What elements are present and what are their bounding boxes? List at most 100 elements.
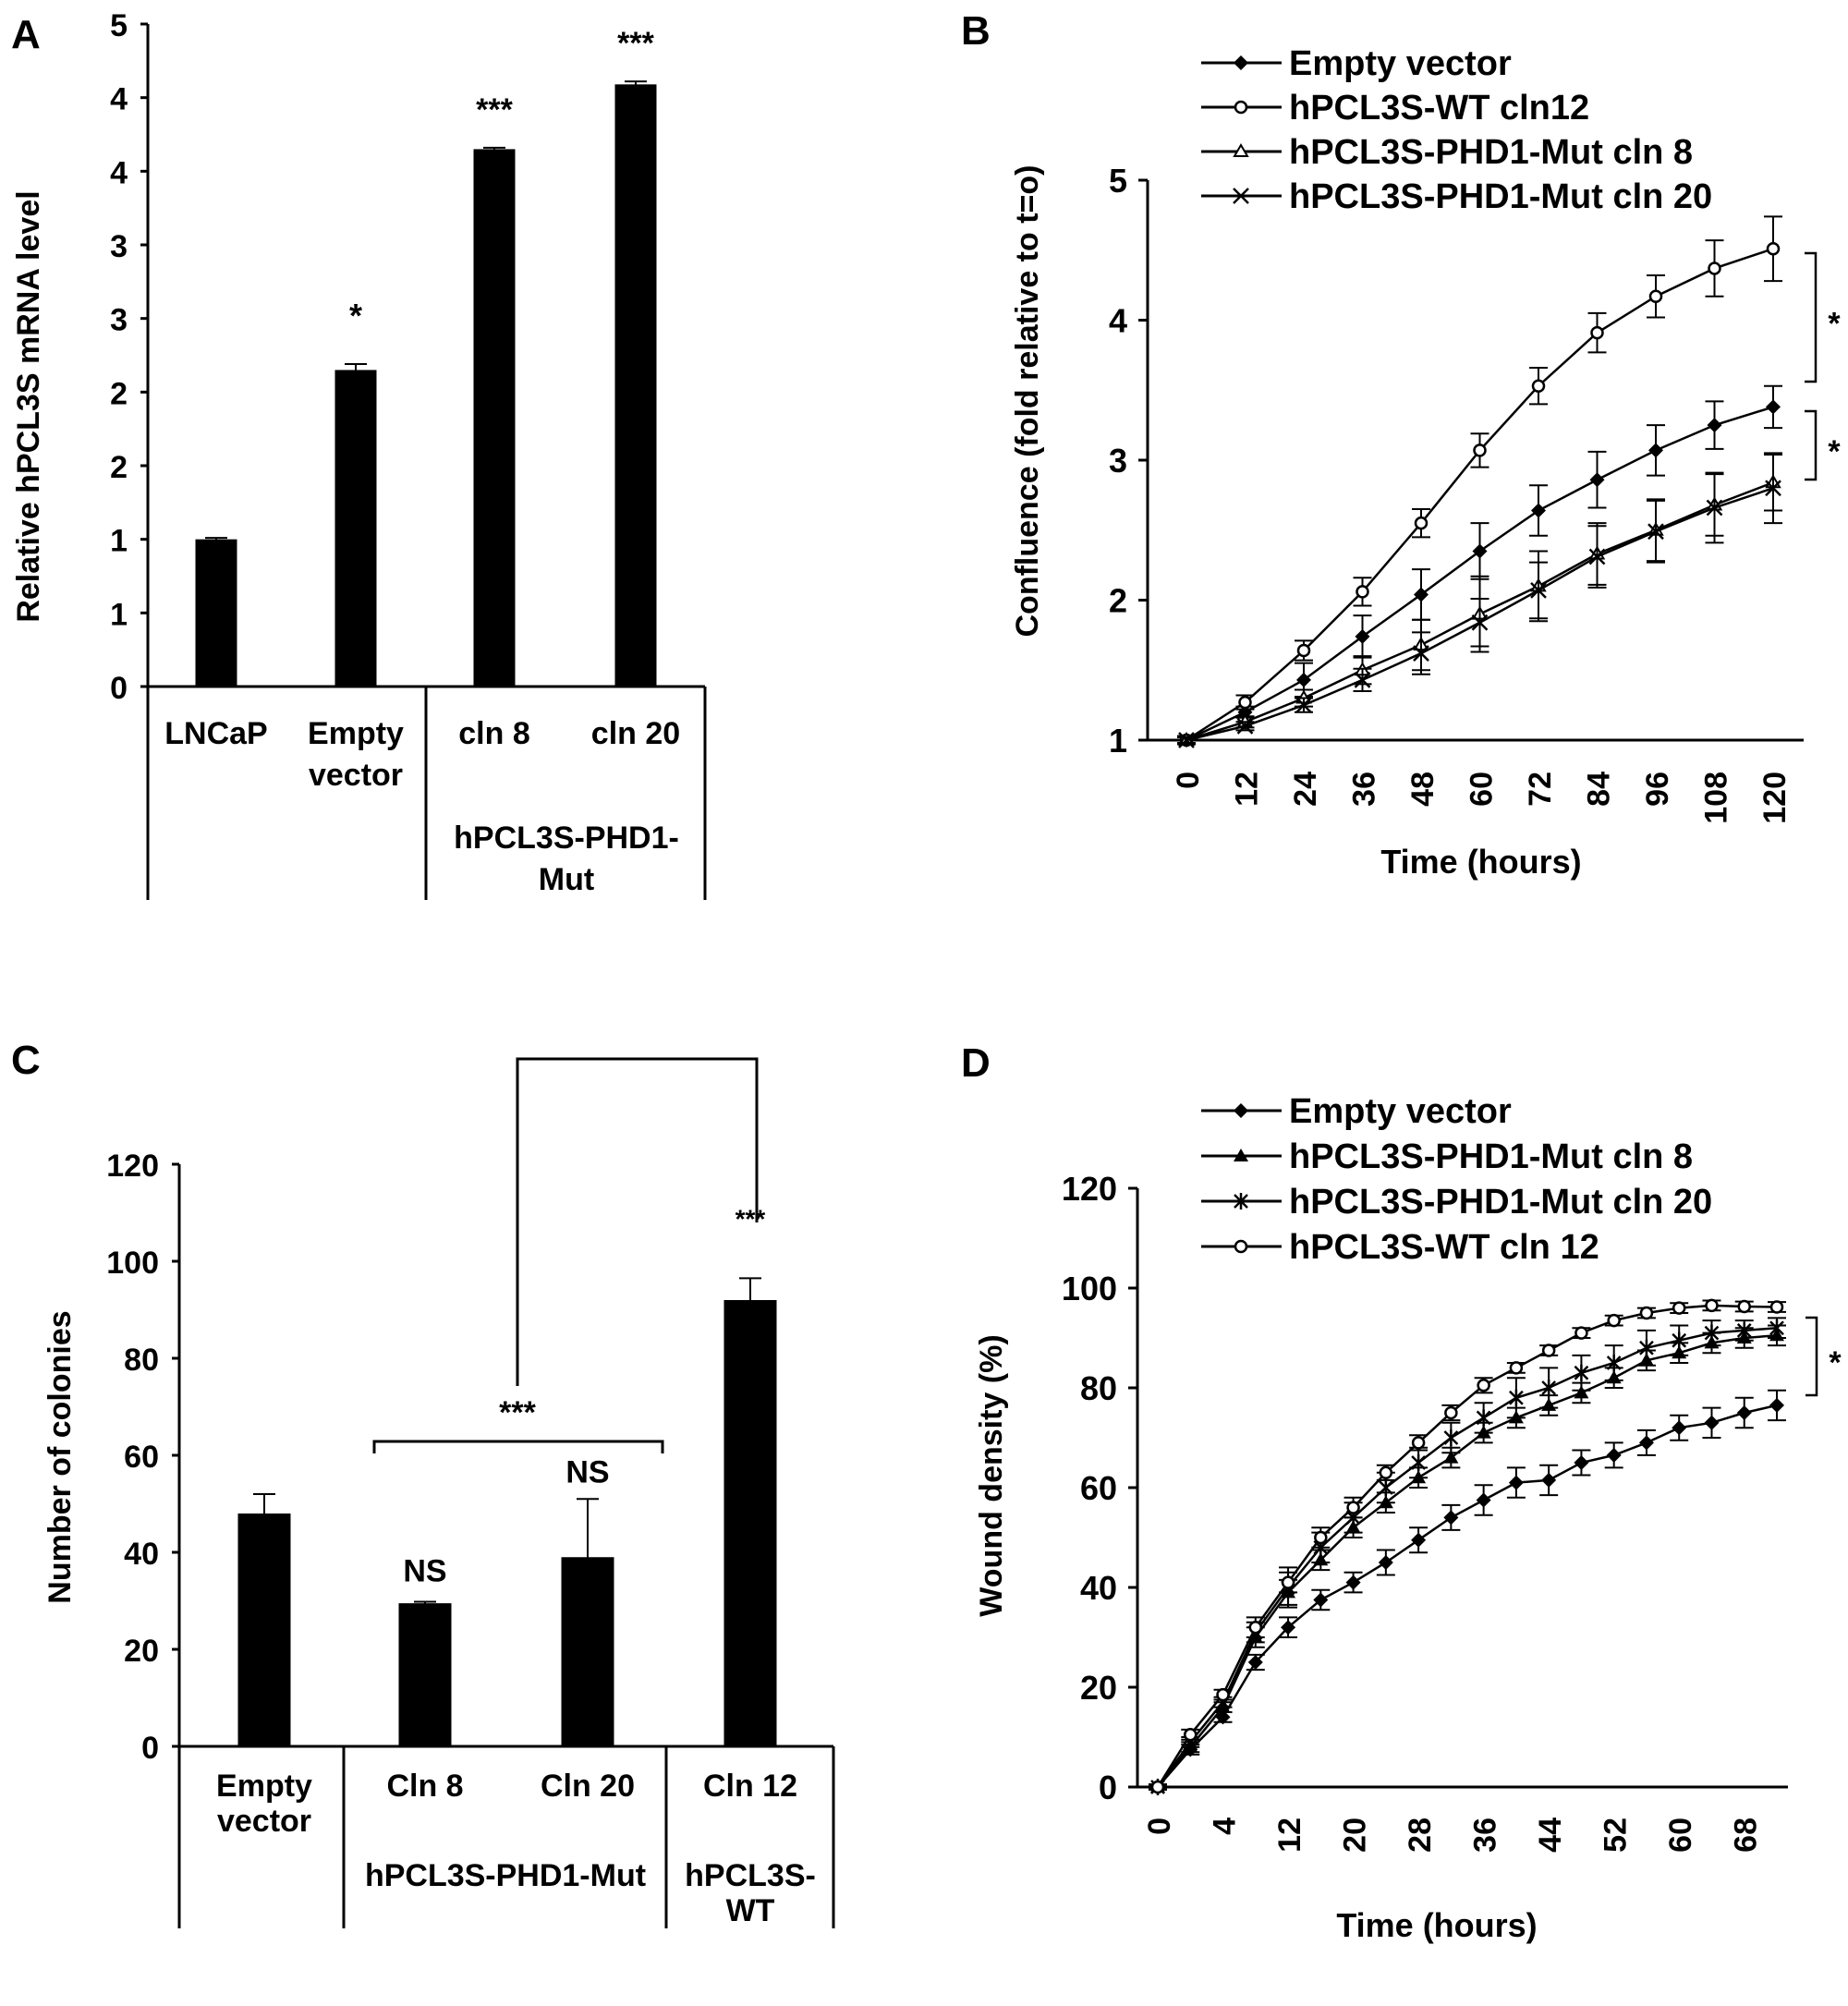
diamond-marker	[1531, 503, 1546, 518]
bar	[723, 1300, 777, 1746]
asterisk-marker	[1639, 1339, 1654, 1356]
series	[1149, 1324, 1786, 1793]
panel-d: D 0 20 40 60 80 100 120 0 4 12 20 28 36 44 52 60 68 Time (…	[961, 1040, 1842, 1944]
y-tick-label: 2	[110, 450, 128, 485]
circle-marker	[1414, 516, 1429, 530]
panel-label: D	[961, 1040, 991, 1086]
circle-marker	[1639, 1306, 1654, 1320]
legend-item: hPCL3S-PHD1-Mut cln 20	[1201, 1183, 1712, 1222]
bar	[334, 370, 377, 687]
y-tick-label: 3	[110, 229, 128, 264]
x-stroke	[1236, 717, 1254, 735]
panel-label: A	[11, 12, 41, 57]
triangle-marker	[1443, 1450, 1459, 1464]
legend-label: hPCL3S-PHD1-Mut cln 20	[1289, 177, 1712, 216]
diamond-marker	[1234, 55, 1248, 70]
diamond-marker	[1638, 1435, 1654, 1451]
group-label: hPCL3S-PHD1-Mut	[365, 1858, 646, 1893]
series	[1149, 1317, 1786, 1795]
circle-marker	[1648, 289, 1663, 303]
triangle-marker	[1233, 143, 1249, 157]
circle-marker	[1281, 1575, 1295, 1589]
significance-label: NS	[403, 1554, 446, 1589]
y-tick-label: 2	[1109, 582, 1127, 620]
circle-marker	[1672, 1301, 1686, 1315]
x-tick-label: 12	[1272, 1818, 1307, 1853]
category-label: Empty	[308, 716, 404, 751]
x-tick-label: 68	[1729, 1818, 1764, 1853]
x-stroke	[1530, 582, 1547, 599]
legend-label: hPCL3S-PHD1-Mut cln 8	[1289, 1137, 1693, 1176]
x-marker	[1765, 480, 1781, 497]
circle-marker	[1184, 1728, 1198, 1742]
category-label: Cln 12	[703, 1769, 797, 1804]
y-axis-title: Confluence (fold relative to t=o)	[1010, 165, 1045, 638]
asterisk-marker	[1476, 1409, 1491, 1427]
circle-marker	[1737, 1299, 1751, 1314]
series	[1149, 1298, 1786, 1794]
comparison-significance-label: ***	[499, 1395, 536, 1430]
asterisk-marker	[1234, 1193, 1248, 1210]
circle-marker	[1590, 325, 1604, 340]
circle-marker	[1531, 379, 1546, 393]
diamond-marker	[1296, 672, 1311, 687]
x-tick-label: 120	[1757, 772, 1793, 824]
diamond-marker	[1443, 1510, 1459, 1526]
diamond-marker	[1736, 1405, 1752, 1420]
panel-label: C	[11, 1038, 41, 1083]
bar	[398, 1603, 452, 1746]
x-tick-label: 28	[1403, 1818, 1438, 1853]
y-tick-label: 100	[106, 1246, 159, 1281]
comparison-bracket	[516, 1057, 759, 1386]
y-tick-label: 0	[141, 1731, 159, 1766]
x-marker	[1647, 523, 1664, 541]
x-tick-label: 0	[1142, 1818, 1177, 1835]
category-label: Cln 8	[386, 1769, 463, 1804]
series	[1149, 1389, 1786, 1794]
circle-marker	[1607, 1313, 1621, 1328]
x-tick-label: 84	[1582, 772, 1617, 807]
legend-label: Empty vector	[1289, 1092, 1512, 1131]
asterisk-marker	[1574, 1364, 1589, 1381]
category-label: cln 20	[591, 716, 680, 751]
x-tick-label: 60	[1465, 772, 1500, 807]
bar	[614, 84, 657, 687]
group-label: WT	[726, 1893, 775, 1928]
x-tick-label: 0	[1171, 772, 1206, 789]
series-line	[1157, 1404, 1778, 1788]
circle-marker	[1769, 1300, 1784, 1314]
x-marker	[1706, 499, 1723, 517]
panel-label: B	[961, 8, 991, 54]
group-bracket	[372, 1440, 664, 1453]
diamond-marker	[1672, 1420, 1687, 1436]
asterisk-marker	[1509, 1389, 1524, 1406]
significance-label: ***	[617, 26, 654, 61]
circle-marker	[1356, 585, 1369, 599]
y-tick-label: 4	[1109, 302, 1127, 340]
significance-bracket	[1805, 409, 1818, 481]
x-tick-label: 72	[1523, 772, 1558, 807]
diamond-marker	[1589, 472, 1605, 488]
diamond-marker	[1574, 1455, 1589, 1470]
x-stroke	[1765, 480, 1781, 497]
y-tick-label: 3	[110, 303, 128, 338]
y-tick-label: 4	[110, 155, 128, 190]
x-tick-label: 36	[1468, 1818, 1503, 1853]
diamond-marker	[1411, 1532, 1427, 1548]
series	[1177, 215, 1782, 748]
circle-marker	[1541, 1343, 1556, 1357]
x-marker	[1178, 732, 1195, 748]
circle-marker	[1234, 100, 1248, 115]
triangle-marker	[1234, 1149, 1248, 1161]
x-tick-label: 48	[1405, 772, 1441, 807]
legend-label: hPCL3S-PHD1-Mut cln 20	[1289, 1183, 1712, 1222]
circle-marker	[1346, 1501, 1360, 1514]
circle-marker	[1411, 1436, 1426, 1450]
x-stroke	[1178, 732, 1195, 748]
series-line	[1157, 1334, 1778, 1788]
diamond-marker	[1234, 1103, 1248, 1118]
legend-label: hPCL3S-WT cln12	[1289, 89, 1589, 128]
asterisk-marker	[1541, 1380, 1557, 1396]
legend-item: hPCL3S-PHD1-Mut cln 8	[1201, 133, 1693, 172]
